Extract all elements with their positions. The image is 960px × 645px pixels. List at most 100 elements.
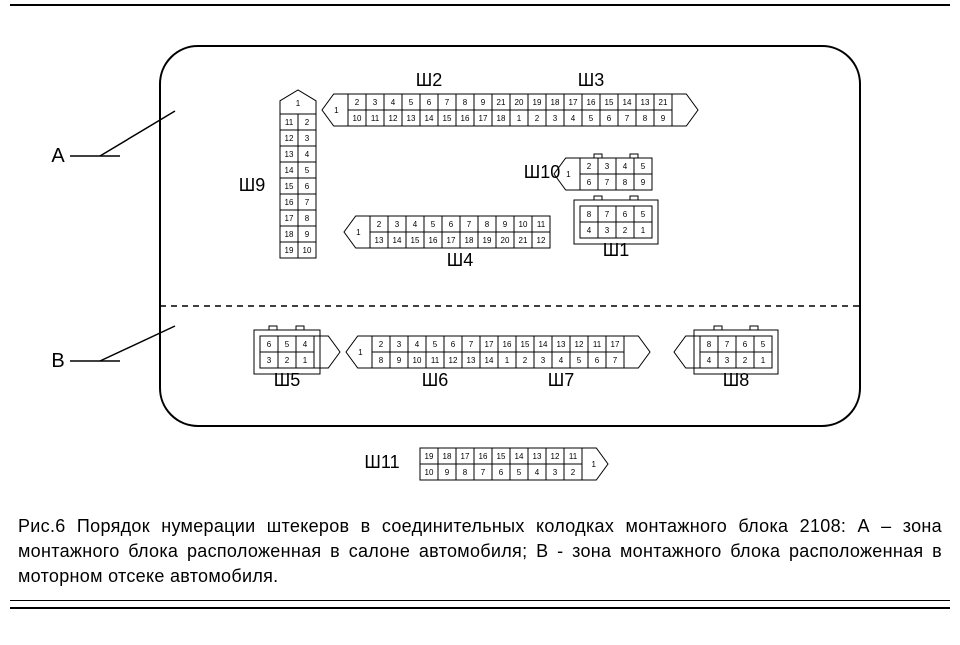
- svg-text:18: 18: [465, 236, 474, 245]
- svg-text:15: 15: [521, 340, 530, 349]
- svg-text:4: 4: [571, 114, 576, 123]
- svg-text:3: 3: [397, 340, 402, 349]
- svg-text:20: 20: [501, 236, 510, 245]
- svg-text:9: 9: [641, 178, 646, 187]
- svg-text:9: 9: [661, 114, 666, 123]
- svg-text:4: 4: [303, 340, 308, 349]
- svg-text:4: 4: [623, 162, 628, 171]
- svg-text:6: 6: [427, 98, 432, 107]
- svg-text:2: 2: [379, 340, 384, 349]
- svg-text:11: 11: [569, 452, 578, 461]
- svg-text:8: 8: [643, 114, 648, 123]
- svg-text:10: 10: [425, 468, 434, 477]
- diagram-area: АВ11212313414515616717818919101Ш92345678…: [0, 6, 960, 506]
- svg-text:19: 19: [425, 452, 434, 461]
- svg-text:Ш1: Ш1: [603, 240, 630, 260]
- svg-text:9: 9: [305, 230, 310, 239]
- svg-text:Ш10: Ш10: [524, 162, 561, 182]
- svg-text:17: 17: [461, 452, 470, 461]
- svg-text:Ш6: Ш6: [422, 370, 449, 390]
- svg-text:Ш9: Ш9: [239, 175, 266, 195]
- svg-text:12: 12: [285, 134, 294, 143]
- svg-text:7: 7: [445, 98, 450, 107]
- svg-text:1: 1: [566, 170, 571, 179]
- caption-prefix: Рис.6: [18, 516, 66, 536]
- svg-text:5: 5: [517, 468, 522, 477]
- svg-text:3: 3: [725, 356, 730, 365]
- svg-text:16: 16: [461, 114, 470, 123]
- svg-text:1: 1: [334, 106, 339, 115]
- svg-text:14: 14: [515, 452, 524, 461]
- svg-text:16: 16: [285, 198, 294, 207]
- diagram-svg: АВ11212313414515616717818919101Ш92345678…: [0, 6, 960, 506]
- svg-text:5: 5: [431, 220, 436, 229]
- svg-text:7: 7: [467, 220, 472, 229]
- svg-text:10: 10: [413, 356, 422, 365]
- svg-text:12: 12: [449, 356, 458, 365]
- svg-text:8: 8: [463, 468, 468, 477]
- svg-text:А: А: [51, 145, 65, 167]
- svg-text:4: 4: [391, 98, 396, 107]
- svg-text:21: 21: [519, 236, 528, 245]
- svg-text:1: 1: [505, 356, 510, 365]
- svg-text:16: 16: [479, 452, 488, 461]
- svg-text:4: 4: [415, 340, 420, 349]
- svg-text:16: 16: [503, 340, 512, 349]
- svg-text:5: 5: [409, 98, 414, 107]
- svg-text:8: 8: [485, 220, 490, 229]
- svg-text:7: 7: [305, 198, 310, 207]
- svg-text:8: 8: [305, 214, 310, 223]
- svg-text:2: 2: [743, 356, 748, 365]
- svg-text:14: 14: [485, 356, 494, 365]
- svg-text:13: 13: [557, 340, 566, 349]
- svg-text:2: 2: [623, 226, 628, 235]
- svg-text:Ш5: Ш5: [274, 370, 301, 390]
- svg-text:1: 1: [303, 356, 308, 365]
- svg-text:9: 9: [445, 468, 450, 477]
- svg-text:4: 4: [587, 226, 592, 235]
- svg-text:17: 17: [485, 340, 494, 349]
- svg-text:13: 13: [375, 236, 384, 245]
- svg-text:4: 4: [535, 468, 540, 477]
- svg-text:6: 6: [587, 178, 592, 187]
- svg-text:10: 10: [353, 114, 362, 123]
- svg-text:11: 11: [431, 356, 440, 365]
- svg-text:6: 6: [449, 220, 454, 229]
- svg-text:5: 5: [641, 210, 646, 219]
- svg-text:6: 6: [743, 340, 748, 349]
- svg-text:17: 17: [569, 98, 578, 107]
- svg-text:3: 3: [267, 356, 272, 365]
- svg-text:18: 18: [551, 98, 560, 107]
- svg-text:17: 17: [285, 214, 294, 223]
- svg-text:Ш4: Ш4: [447, 250, 474, 270]
- svg-text:5: 5: [641, 162, 646, 171]
- svg-text:19: 19: [533, 98, 542, 107]
- svg-text:8: 8: [463, 98, 468, 107]
- svg-text:1: 1: [517, 114, 522, 123]
- svg-text:8: 8: [379, 356, 384, 365]
- svg-text:7: 7: [605, 210, 610, 219]
- svg-text:5: 5: [305, 166, 310, 175]
- svg-text:12: 12: [389, 114, 398, 123]
- svg-text:13: 13: [467, 356, 476, 365]
- svg-text:7: 7: [481, 468, 486, 477]
- svg-text:2: 2: [571, 468, 576, 477]
- svg-text:8: 8: [623, 178, 628, 187]
- svg-text:15: 15: [285, 182, 294, 191]
- svg-text:17: 17: [611, 340, 620, 349]
- svg-text:4: 4: [559, 356, 564, 365]
- svg-text:19: 19: [285, 246, 294, 255]
- svg-text:14: 14: [539, 340, 548, 349]
- svg-text:16: 16: [429, 236, 438, 245]
- svg-text:21: 21: [659, 98, 668, 107]
- svg-text:9: 9: [503, 220, 508, 229]
- bottom-rule-1: [10, 600, 950, 601]
- svg-text:14: 14: [623, 98, 632, 107]
- svg-text:7: 7: [613, 356, 618, 365]
- svg-text:5: 5: [577, 356, 582, 365]
- svg-text:1: 1: [761, 356, 766, 365]
- svg-text:4: 4: [305, 150, 310, 159]
- svg-text:4: 4: [413, 220, 418, 229]
- svg-text:1: 1: [296, 99, 301, 108]
- svg-text:18: 18: [497, 114, 506, 123]
